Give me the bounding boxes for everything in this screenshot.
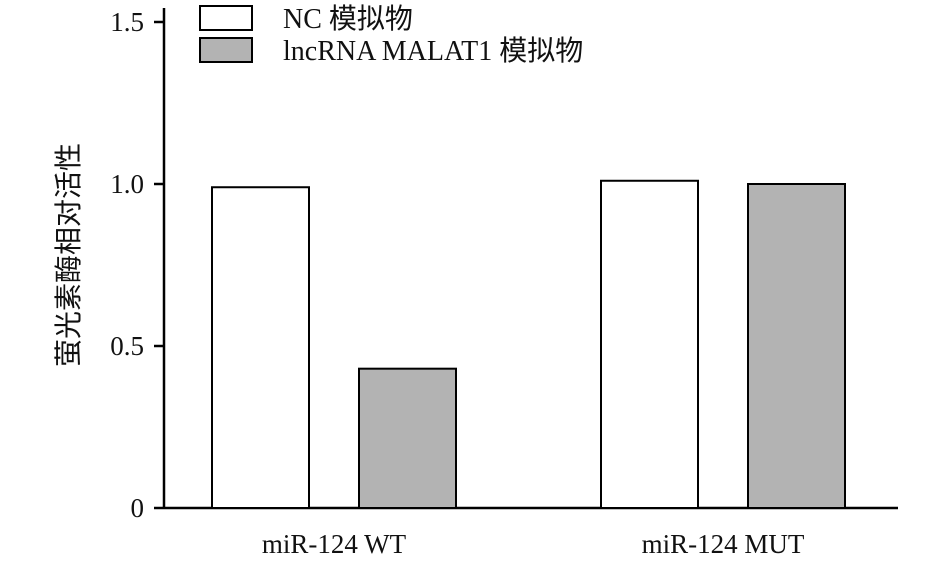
bar-malat1-wt <box>358 367 457 509</box>
category-label: miR-124 MUT <box>642 529 805 559</box>
legend-swatch <box>199 37 253 63</box>
y-tick-label: 0.5 <box>110 331 144 361</box>
y-tick-label: 0 <box>131 493 145 523</box>
bar-malat1-mut <box>747 183 846 509</box>
bar-nc-mut <box>600 179 699 509</box>
bars <box>211 179 846 510</box>
y-tick-label: 1.5 <box>110 7 144 37</box>
category-label: miR-124 WT <box>262 529 407 559</box>
legend-label: NC 模拟物 <box>283 3 413 35</box>
category-labels: miR-124 WT miR-124 MUT <box>262 529 805 559</box>
legend-label: lncRNA MALAT1 模拟物 <box>283 35 583 67</box>
y-axis-label: 萤光素酶相对活性 <box>53 143 85 367</box>
bar-nc-wt <box>211 186 310 510</box>
y-tick-label: 1.0 <box>110 169 144 199</box>
legend-swatch <box>199 5 253 31</box>
